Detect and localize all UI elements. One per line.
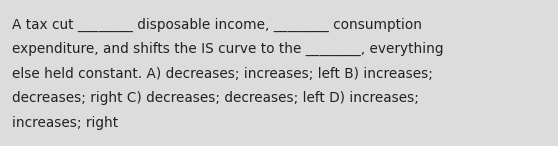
- Text: increases; right: increases; right: [12, 116, 118, 130]
- Text: decreases; right C) decreases; decreases; left D) increases;: decreases; right C) decreases; decreases…: [12, 91, 419, 105]
- Text: A tax cut ________ disposable income, ________ consumption: A tax cut ________ disposable income, __…: [12, 18, 422, 32]
- Text: expenditure, and shifts the IS curve to the ________, everything: expenditure, and shifts the IS curve to …: [12, 42, 444, 56]
- Text: else held constant. A) decreases; increases; left B) increases;: else held constant. A) decreases; increa…: [12, 67, 433, 81]
